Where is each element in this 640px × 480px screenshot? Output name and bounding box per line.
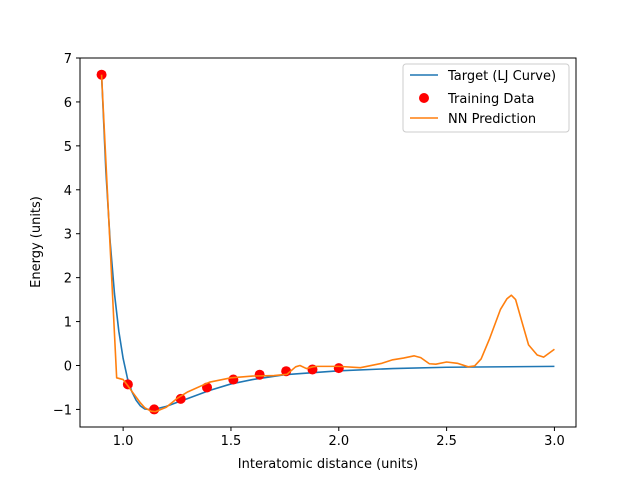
y-tick-label: 1 — [64, 316, 72, 331]
y-tick-label: −1 — [53, 403, 72, 418]
x-tick-label: 1.5 — [221, 434, 242, 449]
y-tick-label: 3 — [64, 228, 72, 243]
y-tick-label: 4 — [64, 184, 72, 199]
x-tick-label: 2.5 — [436, 434, 457, 449]
x-tick-label: 3.0 — [544, 434, 565, 449]
y-tick-label: 6 — [64, 96, 72, 111]
legend-label-training: Training Data — [447, 92, 534, 107]
x-axis-ticks: 1.0 1.5 2.0 2.5 3.0 — [113, 427, 565, 449]
legend-label-target: Target (LJ Curve) — [447, 69, 556, 84]
x-tick-label: 1.0 — [113, 434, 134, 449]
training-point — [254, 369, 265, 380]
x-tick-label: 2.0 — [328, 434, 349, 449]
y-tick-label: 5 — [64, 140, 72, 155]
legend-label-nn: NN Prediction — [448, 112, 536, 127]
training-point — [149, 404, 160, 415]
y-axis-label: Energy (units) — [29, 196, 44, 288]
training-point — [175, 393, 186, 404]
series-line-2 — [100, 74, 555, 413]
x-axis-label: Interatomic distance (units) — [238, 457, 418, 472]
training-point — [333, 363, 344, 374]
legend: Target (LJ Curve) Training Data NN Predi… — [402, 63, 570, 133]
y-tick-label: 2 — [64, 272, 72, 287]
y-tick-label: 0 — [64, 360, 72, 375]
plot-frame — [79, 57, 577, 428]
plot-content — [96, 69, 555, 415]
y-tick-label: 7 — [64, 52, 72, 67]
training-point — [228, 374, 239, 385]
legend-swatch-training — [419, 93, 429, 103]
legend-box — [402, 63, 570, 133]
y-axis-ticks: −1 0 1 2 3 4 5 6 7 — [53, 52, 80, 418]
